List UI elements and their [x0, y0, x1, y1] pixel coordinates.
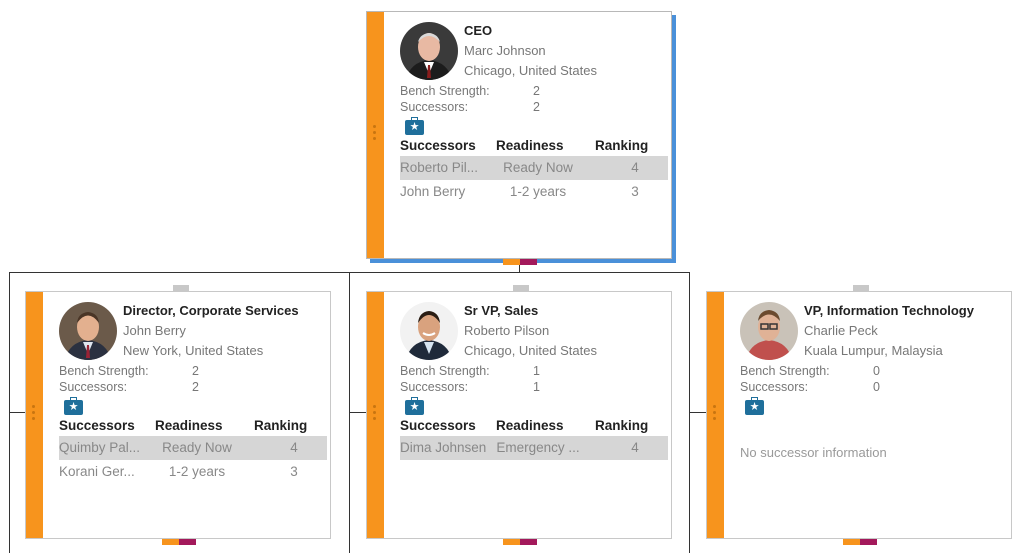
collapse-toggle[interactable] — [173, 285, 189, 291]
successor-ranking: 4 — [631, 160, 639, 175]
successor-readiness: Ready Now — [503, 160, 573, 175]
incumbent-location: Chicago, United States — [464, 343, 597, 358]
col-header-readiness: Readiness — [155, 418, 223, 433]
incumbent-name[interactable]: Charlie Peck — [804, 323, 878, 338]
successor-row[interactable]: Roberto Pil... Ready Now 4 — [400, 156, 668, 180]
successors-label: Successors: — [400, 100, 469, 114]
incumbent-location: Kuala Lumpur, Malaysia — [804, 343, 943, 358]
expand-toggle[interactable] — [503, 259, 537, 265]
incumbent-location: Chicago, United States — [464, 63, 597, 78]
position-card-vp-it[interactable]: VP, Information Technology Charlie Peck … — [706, 285, 1012, 545]
successor-readiness: Ready Now — [162, 440, 232, 455]
avatar — [400, 302, 458, 360]
successors-label: Successors: — [59, 380, 128, 394]
successor-name: Korani Ger... — [59, 464, 135, 479]
incumbent-name[interactable]: Marc Johnson — [464, 43, 546, 58]
collapse-toggle[interactable] — [513, 285, 529, 291]
successor-ranking: 4 — [290, 440, 298, 455]
drag-handle-icon[interactable] — [713, 405, 717, 420]
bench-strength-label: Bench Strength: — [59, 364, 149, 378]
successor-name: Quimby Pal... — [59, 440, 141, 455]
card-stripe — [707, 292, 724, 538]
drag-handle-icon[interactable] — [373, 405, 377, 420]
incumbent-location: New York, United States — [123, 343, 264, 358]
expand-toggle[interactable] — [843, 539, 877, 545]
successors-count: 2 — [192, 380, 199, 394]
incumbent-name[interactable]: John Berry — [123, 323, 186, 338]
successor-row[interactable]: Quimby Pal... Ready Now 4 — [59, 436, 327, 460]
successor-name: Dima Johnsen — [400, 440, 487, 455]
successors-count: 2 — [533, 100, 540, 114]
col-header-successors: Successors — [400, 138, 476, 153]
successors-label: Successors: — [740, 380, 809, 394]
col-header-ranking: Ranking — [595, 418, 649, 433]
col-header-readiness: Readiness — [496, 418, 564, 433]
expand-toggle[interactable] — [162, 539, 196, 545]
col-header-ranking: Ranking — [595, 138, 649, 153]
successor-ranking: 3 — [631, 184, 639, 199]
successor-ranking: 4 — [631, 440, 639, 455]
avatar — [400, 22, 458, 80]
successor-readiness: 1-2 years — [509, 184, 567, 199]
successor-row[interactable]: John Berry 1-2 years 3 — [400, 180, 668, 204]
drag-handle-icon[interactable] — [32, 405, 36, 420]
card-stripe — [367, 12, 384, 258]
col-header-successors: Successors — [59, 418, 135, 433]
drag-handle-icon[interactable] — [373, 125, 377, 140]
connector-line — [519, 258, 520, 273]
successor-ranking: 3 — [290, 464, 298, 479]
collapse-toggle[interactable] — [853, 285, 869, 291]
expand-toggle[interactable] — [503, 539, 537, 545]
card-stripe — [367, 292, 384, 538]
successor-row[interactable]: Dima Johnsen Emergency ... 4 — [400, 436, 668, 460]
briefcase-star-icon[interactable]: ★ — [64, 397, 83, 415]
connector-line — [9, 412, 25, 413]
bench-strength-value: 2 — [533, 84, 540, 98]
bench-strength-value: 1 — [533, 364, 540, 378]
successors-count: 1 — [533, 380, 540, 394]
briefcase-star-icon[interactable]: ★ — [405, 397, 424, 415]
col-header-readiness: Readiness — [496, 138, 564, 153]
position-title: Director, Corporate Services — [123, 303, 299, 318]
bench-strength-label: Bench Strength: — [400, 364, 490, 378]
briefcase-star-icon[interactable]: ★ — [405, 117, 424, 135]
successor-name: Roberto Pil... — [400, 160, 479, 175]
position-title: Sr VP, Sales — [464, 303, 539, 318]
incumbent-name[interactable]: Roberto Pilson — [464, 323, 550, 338]
successors-label: Successors: — [400, 380, 469, 394]
no-successor-message: No successor information — [740, 445, 887, 460]
connector-line — [349, 412, 366, 413]
position-title: CEO — [464, 23, 493, 38]
connector-line — [689, 412, 706, 413]
position-card-director[interactable]: Director, Corporate Services John Berry … — [25, 285, 331, 545]
col-header-successors: Successors — [400, 418, 476, 433]
successor-name: John Berry — [400, 184, 466, 199]
bench-strength-value: 0 — [873, 364, 880, 378]
bench-strength-value: 2 — [192, 364, 199, 378]
successors-count: 0 — [873, 380, 880, 394]
successor-readiness: Emergency ... — [496, 440, 580, 455]
successor-row[interactable]: Korani Ger... 1-2 years 3 — [59, 460, 327, 484]
bench-strength-label: Bench Strength: — [400, 84, 490, 98]
successor-readiness: 1-2 years — [168, 464, 226, 479]
position-card-ceo[interactable]: CEO Marc Johnson Chicago, United States … — [366, 11, 672, 265]
avatar — [740, 302, 798, 360]
bench-strength-label: Bench Strength: — [740, 364, 830, 378]
position-title: VP, Information Technology — [804, 303, 974, 318]
card-stripe — [26, 292, 43, 538]
briefcase-star-icon[interactable]: ★ — [745, 397, 764, 415]
position-card-sr-vp-sales[interactable]: Sr VP, Sales Roberto Pilson Chicago, Uni… — [366, 285, 672, 545]
col-header-ranking: Ranking — [254, 418, 308, 433]
avatar — [59, 302, 117, 360]
